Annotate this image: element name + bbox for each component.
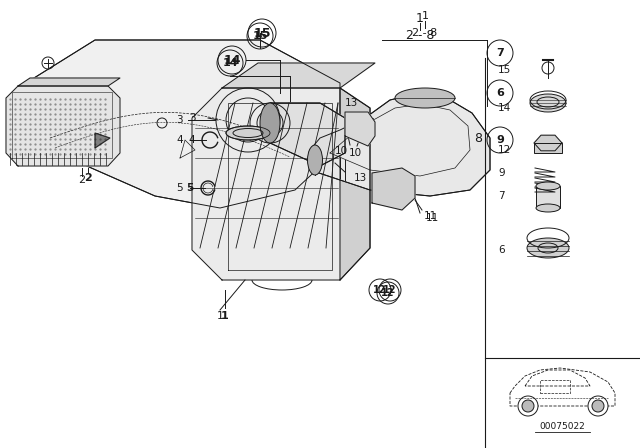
Polygon shape: [372, 168, 415, 210]
Text: 7: 7: [496, 48, 504, 58]
Text: 2 - 8: 2 - 8: [406, 29, 434, 42]
Circle shape: [592, 400, 604, 412]
Circle shape: [518, 396, 538, 416]
Ellipse shape: [226, 126, 270, 140]
Text: 15: 15: [498, 65, 511, 75]
Text: 1: 1: [422, 11, 429, 21]
Polygon shape: [95, 133, 110, 148]
Text: 6: 6: [496, 88, 504, 98]
Text: 12: 12: [383, 285, 397, 295]
Ellipse shape: [260, 103, 280, 143]
Text: 6: 6: [498, 245, 504, 255]
Text: 4: 4: [189, 135, 195, 145]
Text: 9: 9: [496, 135, 504, 145]
Polygon shape: [534, 135, 562, 151]
Polygon shape: [340, 88, 370, 280]
Text: 13: 13: [345, 98, 358, 108]
Polygon shape: [345, 112, 375, 146]
Text: 3: 3: [177, 115, 183, 125]
Text: 5: 5: [177, 183, 183, 193]
Text: 12: 12: [373, 285, 387, 295]
Ellipse shape: [527, 238, 569, 258]
Bar: [536, 186, 560, 208]
Polygon shape: [18, 78, 120, 86]
Text: 9: 9: [498, 168, 504, 178]
Text: 3: 3: [189, 113, 195, 123]
Circle shape: [522, 400, 534, 412]
Text: 2: 2: [79, 175, 86, 185]
Text: 2: 2: [84, 173, 92, 183]
Text: 8: 8: [474, 132, 482, 145]
Text: 1: 1: [416, 12, 424, 25]
Ellipse shape: [395, 88, 455, 108]
Polygon shape: [6, 86, 120, 166]
Ellipse shape: [536, 182, 560, 190]
Text: 10: 10: [335, 146, 348, 156]
Text: 10: 10: [348, 148, 362, 158]
Polygon shape: [310, 93, 490, 196]
Text: 12: 12: [498, 145, 511, 155]
Text: 15: 15: [252, 31, 268, 41]
Text: 14: 14: [222, 58, 238, 68]
Ellipse shape: [536, 204, 560, 212]
Polygon shape: [270, 103, 345, 166]
Text: 7: 7: [498, 191, 504, 201]
Text: 15: 15: [253, 26, 271, 39]
Polygon shape: [510, 368, 615, 406]
Text: 4: 4: [177, 135, 183, 145]
Polygon shape: [525, 370, 590, 386]
Text: 12: 12: [381, 288, 395, 298]
Text: 14: 14: [498, 103, 511, 113]
Circle shape: [588, 396, 608, 416]
Text: 00075022: 00075022: [539, 422, 585, 431]
Text: 2 - 8: 2 - 8: [412, 28, 438, 38]
Bar: [534, 143, 562, 153]
Text: 1: 1: [216, 311, 223, 321]
Text: 1: 1: [221, 311, 229, 321]
Ellipse shape: [530, 94, 566, 112]
Polygon shape: [222, 63, 375, 88]
Text: 11: 11: [424, 211, 436, 221]
Polygon shape: [192, 88, 370, 280]
Text: 14: 14: [223, 53, 241, 66]
Text: 5: 5: [186, 183, 194, 193]
Polygon shape: [18, 40, 340, 208]
Ellipse shape: [307, 145, 323, 175]
Text: 13: 13: [353, 173, 367, 183]
Text: 11: 11: [426, 213, 438, 223]
